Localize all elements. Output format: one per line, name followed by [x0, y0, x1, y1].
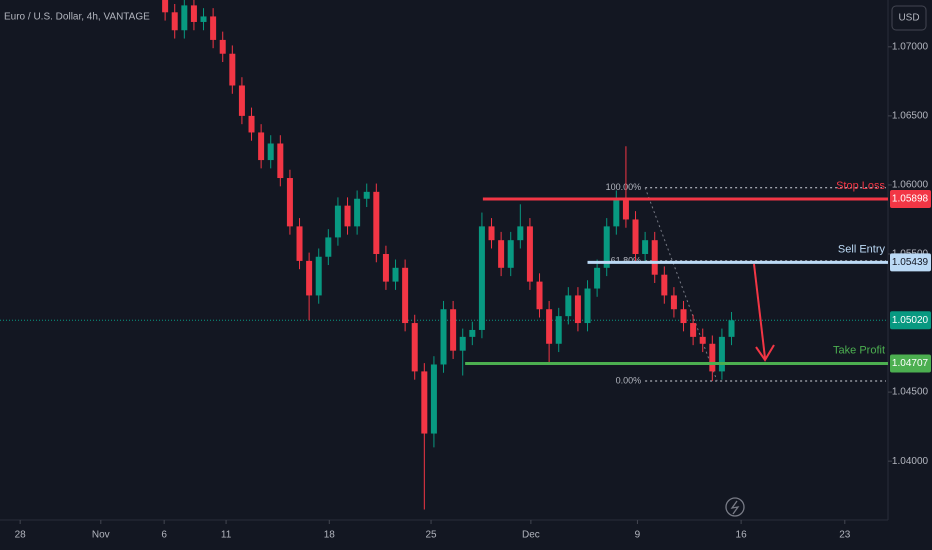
candle-body	[699, 336, 706, 344]
candle-body	[642, 240, 649, 254]
candle-body	[373, 191, 380, 254]
y-tick-label: 1.06000	[892, 180, 929, 191]
candle-body	[584, 288, 591, 324]
x-tick-label: Nov	[92, 530, 110, 541]
price-tag-label: 1.05439	[892, 257, 929, 268]
y-tick-label: 1.07000	[892, 41, 929, 52]
candle-body	[594, 267, 601, 289]
candle-body	[670, 295, 677, 310]
candle-body	[565, 295, 572, 317]
x-tick-label: 25	[425, 530, 437, 541]
candle-body	[526, 226, 533, 282]
trade-level-name: Sell Entry	[838, 243, 886, 255]
candle-body	[334, 205, 341, 238]
candle-body	[315, 256, 322, 296]
candle-body	[498, 240, 505, 268]
candle-body	[382, 253, 389, 282]
candle-body	[690, 323, 697, 337]
candle-body	[603, 226, 610, 268]
fib-level-label: 61.80%	[611, 255, 642, 265]
candle-body	[546, 309, 553, 344]
x-tick-label: 9	[635, 530, 641, 541]
y-tick-label: 1.04500	[892, 387, 929, 398]
candle-body	[171, 12, 178, 31]
candle-body	[622, 198, 629, 220]
candle-body	[488, 226, 495, 241]
trade-level-name: Stop Loss	[836, 180, 885, 192]
trade-level-name: Take Profit	[833, 344, 885, 356]
candle-body	[709, 343, 716, 372]
x-tick-label: 16	[736, 530, 748, 541]
candle-body	[651, 240, 658, 275]
price-tag	[890, 354, 931, 373]
currency-box[interactable]	[891, 5, 927, 31]
x-tick-label: 28	[15, 530, 27, 541]
candle-body	[277, 143, 284, 179]
y-tick-label: 1.04000	[892, 456, 929, 467]
candle-body	[219, 39, 226, 54]
candle-body	[363, 191, 370, 199]
candle-body	[354, 198, 361, 227]
candle-body	[402, 267, 409, 324]
candle-body	[469, 329, 476, 337]
candle-body	[296, 226, 303, 261]
candle-body	[613, 198, 620, 227]
candle-body	[517, 226, 524, 241]
fib-trend-line	[644, 187, 718, 382]
candle-body	[411, 323, 418, 372]
candle-body	[459, 336, 466, 351]
replay-icon[interactable]	[725, 497, 745, 517]
chart-title: Euro / U.S. Dollar, 4h, VANTAGE	[4, 12, 150, 23]
candle-body	[210, 16, 217, 40]
candle-body	[258, 132, 265, 161]
candle-body	[478, 226, 485, 330]
candle-body	[536, 281, 543, 310]
x-tick-label: 11	[221, 530, 232, 541]
current-price-tag	[890, 311, 931, 330]
price-tag-label: 1.04707	[892, 358, 929, 369]
candle-body	[286, 178, 293, 227]
y-tick-label: 1.06500	[892, 111, 929, 122]
candle-body	[680, 309, 687, 324]
candle-body	[344, 205, 351, 227]
candle-body	[507, 240, 514, 268]
fib-level-label: 0.00%	[616, 375, 642, 385]
candle-body	[661, 274, 668, 296]
currency-label[interactable]: USD	[898, 13, 919, 24]
current-price-label: 1.05020	[892, 315, 929, 326]
candle-body	[430, 364, 437, 434]
candle-body	[306, 260, 313, 296]
price-tag	[890, 190, 931, 209]
candle-body	[421, 371, 428, 434]
sell-arrow	[753, 263, 775, 362]
x-tick-label: 6	[161, 530, 167, 541]
x-tick-label: 18	[324, 530, 336, 541]
candle-body	[440, 309, 447, 365]
x-tick-label: Dec	[522, 530, 540, 541]
price-tag-label: 1.05898	[892, 194, 929, 205]
candle-body	[190, 5, 197, 22]
candle-body	[267, 143, 274, 161]
x-tick-label: 23	[839, 530, 851, 541]
candle-body	[574, 295, 581, 324]
candle-body	[728, 320, 735, 337]
candle-body	[392, 267, 399, 282]
candle-body	[450, 309, 457, 351]
candle-body	[238, 85, 245, 116]
candle-body	[248, 115, 255, 133]
candle-body	[718, 336, 725, 372]
candle-body	[181, 5, 188, 31]
candle-body	[162, 0, 169, 13]
candle-body	[200, 16, 207, 22]
fib-level-label: 100.00%	[606, 182, 642, 192]
candle-body	[229, 53, 236, 86]
price-tag	[890, 253, 931, 272]
candle-body	[555, 316, 562, 344]
candle-body	[632, 219, 639, 254]
candle-body	[325, 237, 332, 257]
